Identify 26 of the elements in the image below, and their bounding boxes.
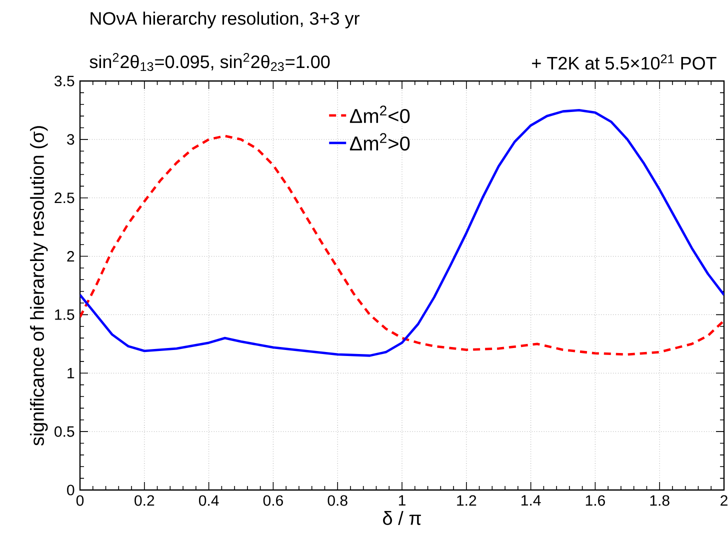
y-tick-label: 2 <box>67 251 74 262</box>
x-tick-label: 0.6 <box>263 495 283 506</box>
x-tick-label: 0.2 <box>134 495 154 506</box>
y-tick-label: 2.5 <box>54 192 74 204</box>
y-tick-label: 0 <box>67 484 74 496</box>
x-tick-label: 0.4 <box>198 495 219 506</box>
x-tick-label: 0 <box>76 495 84 506</box>
x-tick-label: 0.8 <box>328 495 348 506</box>
legend-label: Δm$^{2}$<0 <box>350 106 410 124</box>
y-tick-label: 0.5 <box>54 426 74 437</box>
x-axis-title: δ / π <box>383 511 421 525</box>
y-tick-label: 3 <box>67 134 74 145</box>
legend-label: Δm$^{2}$>0 <box>350 133 410 151</box>
y-tick-label: 1 <box>68 368 74 378</box>
x-tick-label: 1.2 <box>457 495 476 506</box>
text: sin$^{2}$2θ$_{13}$=0.095, sin$^{2}$2θ$_{23}$=1.00 <box>90 52 330 72</box>
x-tick-label: 1.8 <box>650 495 670 506</box>
text: + T2K at 5.5×10$^{21}$ POT <box>532 54 716 70</box>
y-tick-label: 3.5 <box>54 76 74 86</box>
y-axis-title: significance of hierarchy resolution (σ) <box>30 126 48 446</box>
x-tick-label: 1.6 <box>586 495 605 506</box>
x-tick-label: 1 <box>398 495 406 506</box>
chart-title: NOνA hierarchy resolution, 3+3 yr <box>90 12 360 28</box>
y-tick-label: 1.5 <box>55 309 74 320</box>
x-tick-label: 1.4 <box>522 495 541 506</box>
x-tick-label: 2 <box>720 495 728 506</box>
